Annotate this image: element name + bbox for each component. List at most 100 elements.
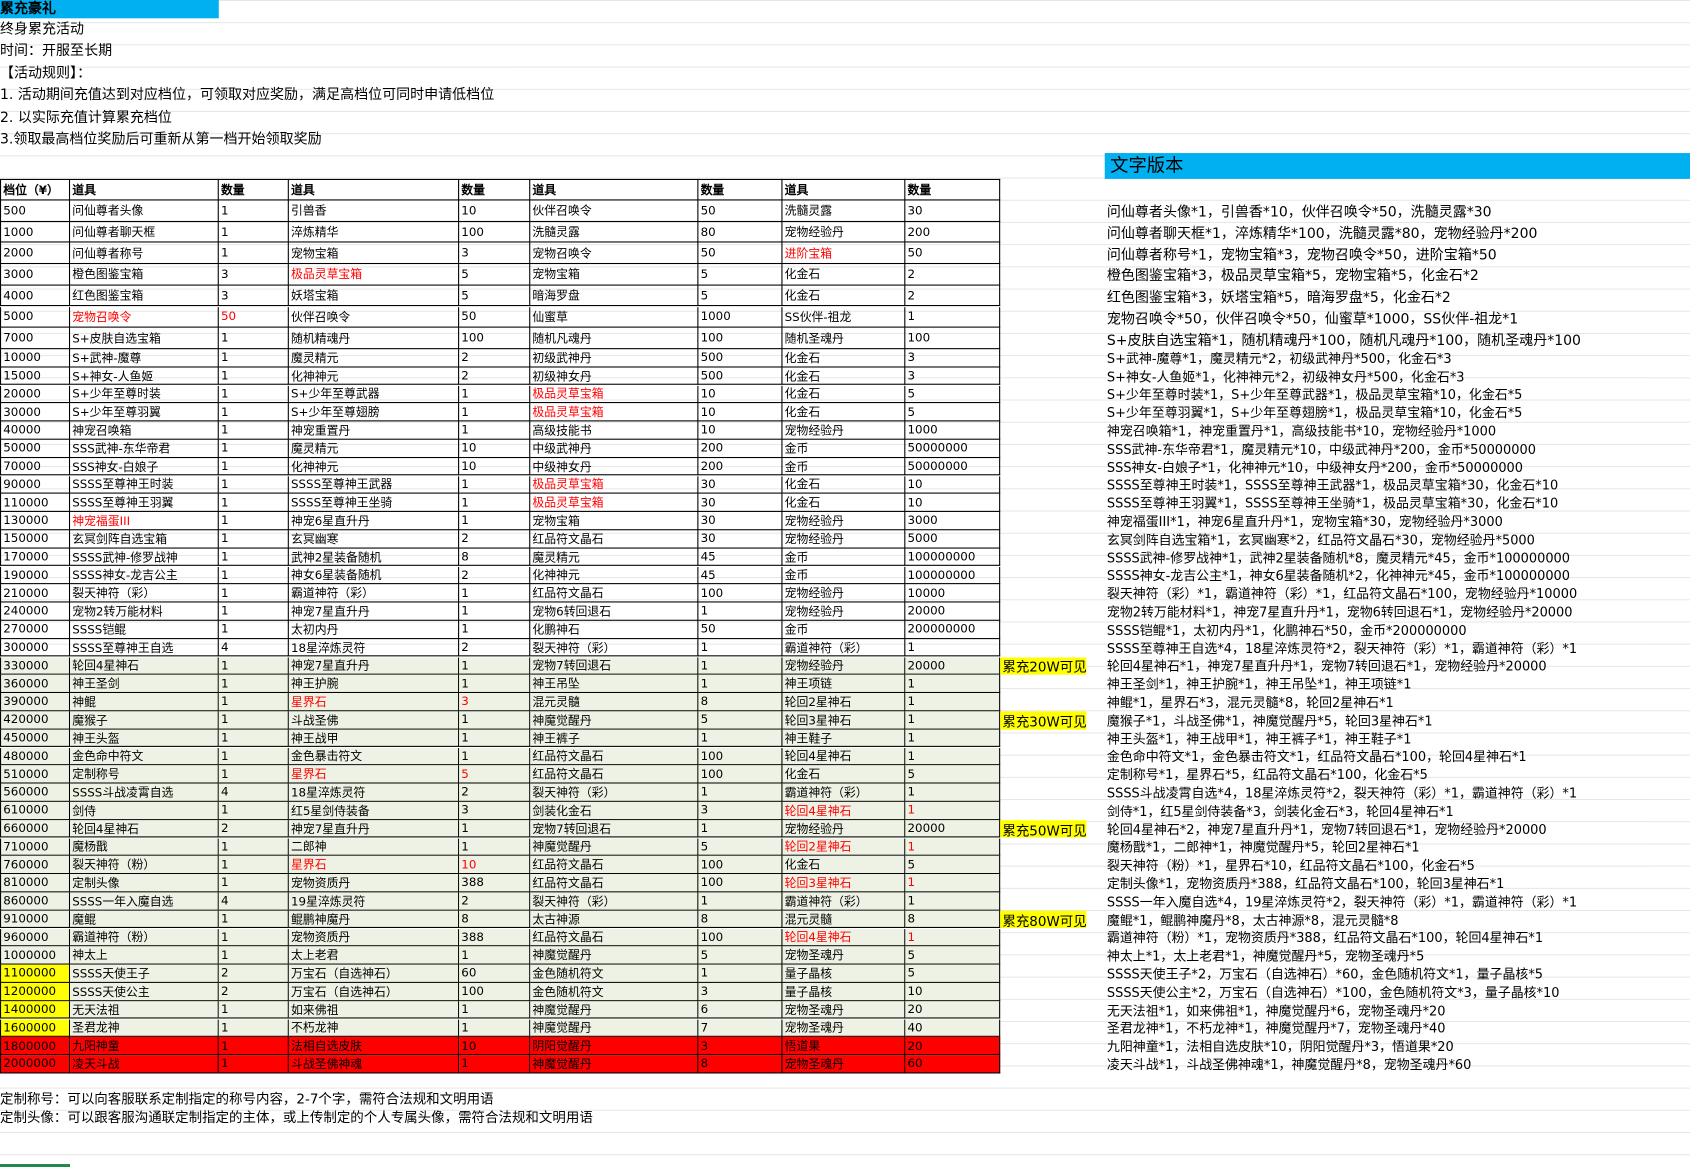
item-cell: 神王项链 [782,675,906,694]
qty-cell: 30 [698,493,783,513]
qty-cell: 8 [698,910,783,929]
text-version-line: 宠物召唤令*50，伙伴召唤令*50，仙蜜草*1000，SS伙伴-祖龙*1 [1106,311,1519,328]
item-cell: 神宠6星直升丹 [288,512,460,531]
item-cell: 神王圣剑 [70,675,219,694]
intro-line: 1. 活动期间充值达到对应档位，可领取对应奖励，满足高档位可同时申请低档位 [0,87,495,104]
item-cell: 轮回3星神石 [782,711,906,730]
item-cell: 阴阳觉醒丹 [530,1037,699,1056]
intro-line: 时间：开服至长期 [0,43,113,60]
qty-cell: 1 [459,1055,531,1074]
item-cell: 宠物召唤令 [70,306,219,328]
item-cell: 金色随机符文 [530,964,699,983]
qty-cell: 50 [218,306,289,328]
tier-cell: 2000 [0,242,71,265]
item-cell: 暗海罗盘 [530,285,699,307]
tier-cell: 810000 [0,874,71,893]
tier-cell: 130000 [0,512,71,531]
item-cell: 宠物经验丹 [782,584,906,603]
item-cell: 红品符文晶石 [530,530,699,549]
item-cell: 妖塔宝箱 [288,285,460,307]
text-version-line: S+少年至尊羽翼*1，S+少年至尊翅膀*1，极品灵草宝箱*10，化金石*5 [1106,405,1523,421]
text-version-line: S+少年至尊时装*1，S+少年至尊武器*1，极品灵草宝箱*10，化金石*5 [1106,387,1523,403]
item-cell: 神王战甲 [288,729,460,748]
text-version-line: 九阳神童*1，法相自选皮肤*10，阴阳觉醒丹*3，悟道果*20 [1106,1039,1454,1055]
qty-cell: 45 [698,548,783,567]
qty-cell: 10 [698,403,783,422]
item-cell: 化金石 [782,349,906,368]
item-cell: 化金石 [782,493,906,513]
text-version-line: 神宠福蛋III*1，神宠6星直升丹*1，宠物宝箱*30，宠物经验丹*3000 [1106,514,1503,530]
qty-cell: 10 [459,1037,531,1056]
qty-cell: 100 [698,584,783,603]
text-version-line: SSSS武神-修罗战神*1，武神2星装备随机*8，魔灵精元*45，金币*1000… [1106,550,1571,566]
qty-cell: 45 [698,566,783,585]
tier-cell: 240000 [0,602,71,621]
item-cell: 霸道神符（彩） [782,892,906,911]
qty-cell: 1 [459,711,531,730]
tier-cell: 860000 [0,892,71,911]
item-cell: SSSS至尊神王羽翼 [70,493,219,513]
item-cell: 霸道神符（粉） [70,928,219,947]
qty-cell: 60 [905,1055,1001,1074]
qty-cell: 5 [905,964,1001,983]
text-version-line: 宠物2转万能材料*1，神宠7星直升丹*1，宠物6转回退石*1，宠物经验丹*200… [1106,604,1573,620]
qty-cell: 3 [698,801,783,820]
item-cell: 太上老君 [288,946,460,965]
item-cell: 霸道神符（彩） [288,584,460,603]
item-cell: 化金石 [782,367,906,386]
item-cell: 化神神元 [288,457,460,476]
item-cell: 伙伴召唤令 [530,200,699,222]
qty-cell: 2 [459,349,531,368]
qty-cell: 100000000 [905,566,1001,585]
qty-cell: 50 [698,620,783,639]
qty-cell: 2 [459,638,531,657]
qty-cell: 1 [218,856,289,875]
qty-cell: 1 [218,421,289,440]
qty-cell: 8 [459,910,531,929]
item-cell: 神鲲 [70,693,219,712]
item-cell: 定制称号 [70,765,219,784]
qty-cell: 3 [459,693,531,712]
text-version-line: 魔鲲*1，鲲鹏神魔丹*8，太古神源*8，混元灵髓*8 [1106,912,1399,928]
item-cell: 神魔觉醒丹 [530,1000,699,1020]
item-cell: 伙伴召唤令 [288,306,460,328]
item-cell: 18星淬炼灵符 [288,638,460,657]
item-cell: 引兽香 [288,200,460,222]
item-cell: S+少年至尊羽翼 [70,403,219,422]
qty-cell: 1 [218,620,289,639]
text-version-line: S+皮肤自选宝箱*1，随机精魂丹*100，随机凡魂丹*100，随机圣魂丹*100 [1106,332,1581,349]
qty-cell: 3 [459,242,531,265]
qty-cell: 2 [218,964,289,983]
qty-cell: 2 [459,783,531,802]
tier-cell: 610000 [0,801,71,820]
tier-cell: 390000 [0,693,71,712]
qty-cell: 60 [459,964,531,983]
item-cell: 神宠7星直升丹 [288,602,460,621]
item-cell: 宠物圣魂丹 [782,1019,906,1038]
qty-cell: 100 [698,747,783,766]
item-cell: 问仙尊者称号 [70,242,219,265]
item-cell: 宠物经验丹 [782,421,906,440]
note-cell: 累充50W可见 [1000,819,1087,838]
qty-cell: 10 [459,457,531,476]
item-cell: 定制头像 [70,874,219,893]
item-cell: S+神女-人鱼姬 [70,367,219,386]
item-cell: 魔杨戬 [70,837,219,857]
item-cell: 轮回3星神石 [782,874,906,893]
qty-cell: 2 [459,367,531,386]
qty-cell: 1 [905,783,1001,802]
text-version-line: SSSS铠鲲*1，太初内丹*1，化鹏神石*50，金币*200000000 [1106,622,1467,638]
qty-cell: 1 [218,475,289,494]
item-cell: 金币 [782,620,906,639]
tier-cell: 4000 [0,285,71,307]
qty-cell: 2 [218,982,289,1001]
item-cell: 宠物宝箱 [530,512,699,531]
qty-cell: 50000000 [905,439,1001,458]
text-version-line: 魔杨戬*1，二郎神*1，神魔觉醒丹*5，轮回2星神石*1 [1106,840,1420,856]
item-cell: 神魔觉醒丹 [530,946,699,965]
tier-cell: 1100000 [0,964,71,983]
item-cell: 圣君龙神 [70,1019,219,1038]
text-version-line: 橙色图鉴宝箱*3，极品灵草宝箱*5，宠物宝箱*5，化金石*2 [1106,268,1479,286]
qty-cell: 100000000 [905,548,1001,567]
